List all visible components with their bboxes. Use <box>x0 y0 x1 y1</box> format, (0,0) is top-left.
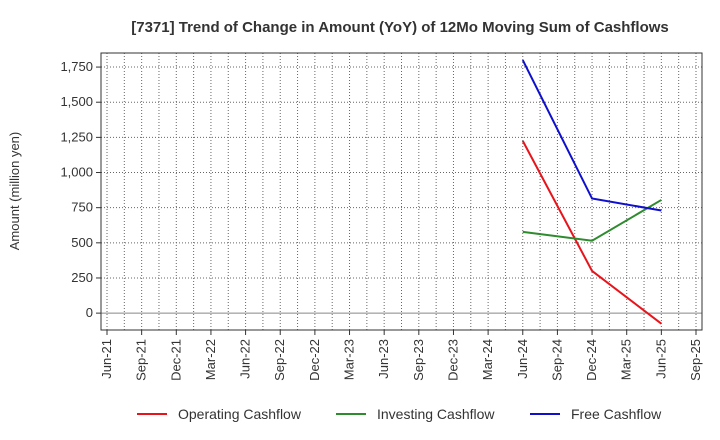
x-tick-label: Sep-24 <box>549 339 564 381</box>
x-tick-label: Jun-23 <box>376 339 391 379</box>
x-tick-label: Jun-25 <box>653 339 668 379</box>
series-lines <box>521 59 662 325</box>
y-tick-label: 1,750 <box>60 59 93 74</box>
x-tick-label: Jun-21 <box>99 339 114 379</box>
x-tick-label: Dec-21 <box>168 339 183 381</box>
y-axis-label: Amount (million yen) <box>7 132 22 251</box>
operating-cashflow-line <box>521 140 662 325</box>
x-tick-label: Mar-24 <box>480 339 495 380</box>
legend: Operating Cashflow Investing Cashflow Free… <box>137 406 662 422</box>
y-tick-label: 500 <box>71 235 93 250</box>
operating-cashflow-legend-label: Operating Cashflow <box>178 406 302 422</box>
chart-title: [7371] Trend of Change in Amount (YoY) o… <box>131 19 669 36</box>
x-axis: Jun-21 Sep-21 Dec-21 Mar-22 Jun-22 Sep-22 Dec-… <box>99 330 703 381</box>
x-tick-label: Sep-23 <box>411 339 426 381</box>
y-tick-label: 1,500 <box>60 94 93 109</box>
y-tick-label: 1,000 <box>60 165 93 180</box>
free-cashflow-line <box>521 59 662 212</box>
plot-area-border <box>100 52 703 331</box>
x-tick-label: Mar-22 <box>203 339 218 380</box>
x-tick-label: Sep-22 <box>272 339 287 381</box>
y-tick-label: 1,250 <box>60 129 93 144</box>
x-tick-label: Dec-23 <box>445 339 460 381</box>
x-tick-label: Jun-24 <box>515 339 530 379</box>
grid-lines <box>101 53 702 330</box>
investing-cashflow-legend-label: Investing Cashflow <box>377 406 495 422</box>
y-tick-label: 0 <box>86 305 93 320</box>
x-tick-label: Mar-25 <box>619 339 634 380</box>
x-tick-label: Sep-21 <box>134 339 149 381</box>
y-tick-label: 250 <box>71 270 93 285</box>
y-tick-label: 750 <box>71 200 93 215</box>
y-axis: 0 250 500 750 1,000 1,250 1,500 1,750 <box>60 59 101 320</box>
x-tick-label: Jun-22 <box>238 339 253 379</box>
investing-cashflow-line <box>522 199 662 242</box>
x-tick-label: Dec-24 <box>584 339 599 381</box>
x-tick-label: Dec-22 <box>307 339 322 381</box>
x-tick-label: Sep-25 <box>688 339 703 381</box>
x-tick-label: Mar-23 <box>342 339 357 380</box>
free-cashflow-legend-label: Free Cashflow <box>571 406 662 422</box>
